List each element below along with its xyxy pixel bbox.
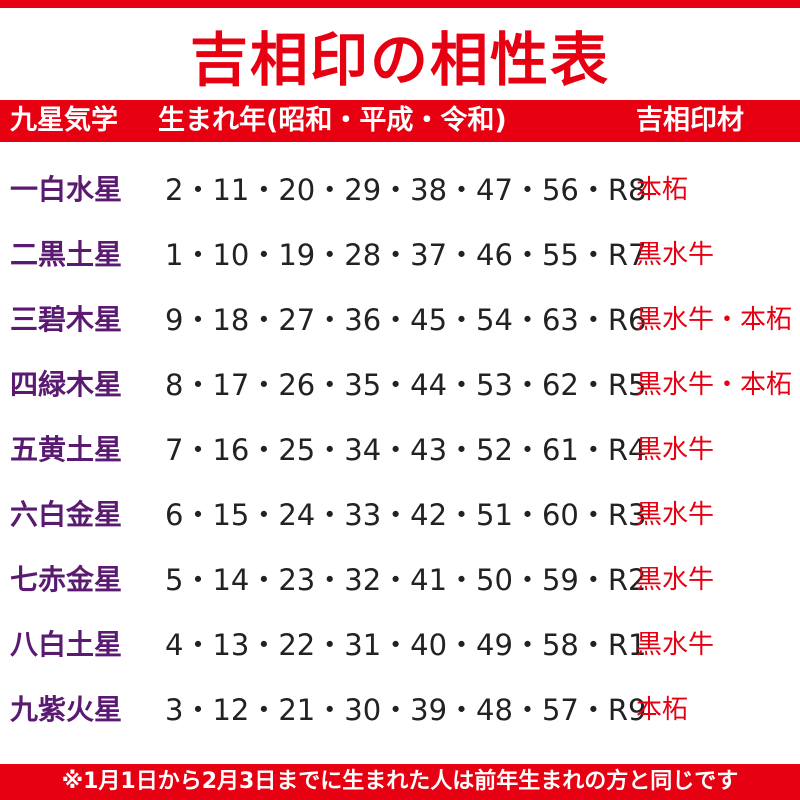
star-cell: 八白土星 <box>10 628 123 661</box>
table-row: 八白土星 4・13・22・31・40・49・58・R1 黒水牛 <box>0 615 800 675</box>
top-strip <box>0 0 800 8</box>
star-cell: 三碧木星 <box>10 303 123 336</box>
table-row: 一白水星 2・11・20・29・38・47・56・R8 本柘 <box>0 160 800 220</box>
star-cell: 二黒土星 <box>10 238 123 271</box>
material-cell: 黒水牛・本柘 <box>636 370 793 400</box>
star-cell: 一白水星 <box>10 173 123 206</box>
years-cell: 9・18・27・36・45・54・63・R6 <box>165 303 647 337</box>
column-header: 生まれ年(昭和・平成・令和) <box>158 105 507 136</box>
star-cell: 七赤金星 <box>10 563 123 596</box>
table-row: 二黒土星 1・10・19・28・37・46・55・R7 黒水牛 <box>0 225 800 285</box>
table-row: 四緑木星 8・17・26・35・44・53・62・R5 黒水牛・本柘 <box>0 355 800 415</box>
material-cell: 黒水牛 <box>636 500 715 530</box>
footnote: ※1月1日から2月3日までに生まれた人は前年生まれの方と同じです <box>61 769 739 794</box>
material-cell: 黒水牛 <box>636 630 715 660</box>
star-cell: 六白金星 <box>10 498 123 531</box>
material-cell: 黒水牛 <box>636 565 715 595</box>
table-row: 九紫火星 3・12・21・30・39・48・57・R9 本柘 <box>0 680 800 740</box>
years-cell: 2・11・20・29・38・47・56・R8 <box>165 173 647 207</box>
years-cell: 8・17・26・35・44・53・62・R5 <box>165 368 647 402</box>
title: 吉相印の相性表 <box>189 26 610 94</box>
header-band: 九星気学 生まれ年(昭和・平成・令和) 吉相印材 <box>0 100 800 142</box>
table-row: 三碧木星 9・18・27・36・45・54・63・R6 黒水牛・本柘 <box>0 290 800 350</box>
material-cell: 黒水牛 <box>636 240 715 270</box>
years-cell: 6・15・24・33・42・51・60・R3 <box>165 498 647 532</box>
years-cell: 3・12・21・30・39・48・57・R9 <box>165 693 647 727</box>
material-cell: 黒水牛 <box>636 435 715 465</box>
material-cell: 黒水牛・本柘 <box>636 305 793 335</box>
column-header: 吉相印材 <box>636 105 744 136</box>
table-row: 六白金星 6・15・24・33・42・51・60・R3 黒水牛 <box>0 485 800 545</box>
table-row: 五黄土星 7・16・25・34・43・52・61・R4 黒水牛 <box>0 420 800 480</box>
years-cell: 4・13・22・31・40・49・58・R1 <box>165 628 647 662</box>
years-cell: 7・16・25・34・43・52・61・R4 <box>165 433 647 467</box>
material-cell: 本柘 <box>636 695 689 725</box>
material-cell: 本柘 <box>636 175 689 205</box>
column-header: 九星気学 <box>10 105 118 136</box>
star-cell: 五黄土星 <box>10 433 123 466</box>
table-row: 七赤金星 5・14・23・32・41・50・59・R2 黒水牛 <box>0 550 800 610</box>
footer-band: ※1月1日から2月3日までに生まれた人は前年生まれの方と同じです <box>0 764 800 800</box>
star-cell: 四緑木星 <box>10 368 123 401</box>
star-cell: 九紫火星 <box>10 693 123 726</box>
years-cell: 5・14・23・32・41・50・59・R2 <box>165 563 647 597</box>
years-cell: 1・10・19・28・37・46・55・R7 <box>165 238 647 272</box>
